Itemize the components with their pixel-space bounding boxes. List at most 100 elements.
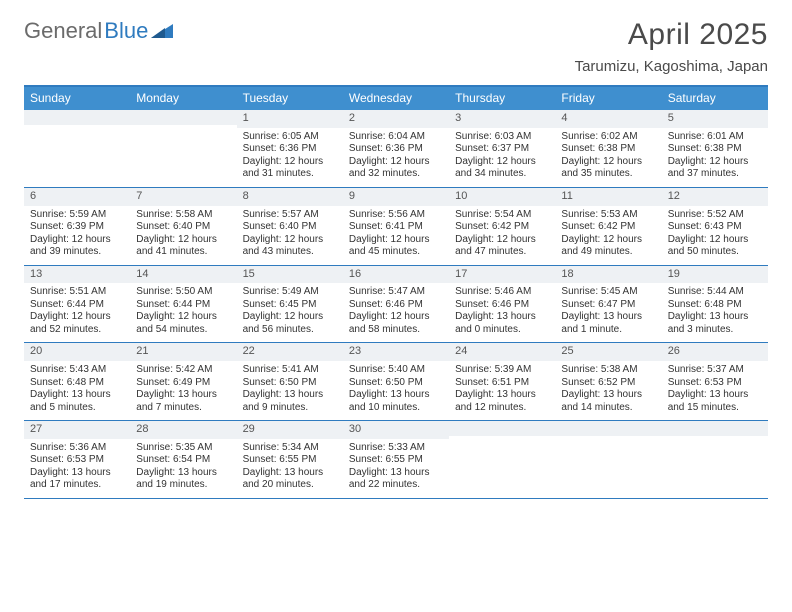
day-body: Sunrise: 6:01 AMSunset: 6:38 PMDaylight:… [662,128,768,187]
day-body: Sunrise: 5:49 AMSunset: 6:45 PMDaylight:… [237,283,343,342]
day-number [24,110,130,125]
daylight-text: Daylight: 12 hours and 45 minutes. [349,234,443,259]
day-body [24,125,130,181]
day-cell: 10Sunrise: 5:54 AMSunset: 6:42 PMDayligh… [449,188,555,265]
daylight-text: Daylight: 12 hours and 54 minutes. [136,311,230,336]
day-body: Sunrise: 5:51 AMSunset: 6:44 PMDaylight:… [24,283,130,342]
daylight-text: Daylight: 12 hours and 52 minutes. [30,311,124,336]
sunset-text: Sunset: 6:40 PM [136,221,230,234]
sunset-text: Sunset: 6:38 PM [668,143,762,156]
week-row: 1 Sunrise: 6:05 AMSunset: 6:36 PM Daylight… [24,110,768,188]
day-cell: 15Sunrise: 5:49 AMSunset: 6:45 PMDayligh… [237,266,343,343]
day-number: 14 [130,266,236,284]
day-number [130,110,236,125]
sunrise-text: Sunrise: 5:41 AM [243,364,337,377]
sunset-text: Sunset: 6:55 PM [243,454,337,467]
day-body: Sunrise: 5:41 AMSunset: 6:50 PMDaylight:… [237,361,343,420]
day-number: 12 [662,188,768,206]
sunset-text: Sunset: 6:43 PM [668,221,762,234]
day-body: Sunrise: 5:38 AMSunset: 6:52 PMDaylight:… [555,361,661,420]
day-number: 21 [130,343,236,361]
sunrise-text: Sunrise: 5:47 AM [349,286,443,299]
day-cell [662,421,768,498]
sunrise-text: Sunrise: 6:03 AM [455,131,549,144]
sunrise-text: Sunrise: 5:45 AM [561,286,655,299]
day-number: 15 [237,266,343,284]
day-body: Sunrise: 6:02 AMSunset: 6:38 PMDaylight:… [555,128,661,187]
day-cell: 8Sunrise: 5:57 AMSunset: 6:40 PMDaylight… [237,188,343,265]
dow-thu: Thursday [449,87,555,110]
day-cell: 3Sunrise: 6:03 AMSunset: 6:37 PMDaylight… [449,110,555,187]
daylight-text: Daylight: 13 hours and 3 minutes. [668,311,762,336]
daylight-text: Daylight: 12 hours and 37 minutes. [668,156,762,181]
day-number [662,421,768,436]
daylight-text: Daylight: 12 hours and 35 minutes. [561,156,655,181]
sunrise-text: Sunrise: 5:51 AM [30,286,124,299]
day-number: 13 [24,266,130,284]
sunrise-text: Sunrise: 5:35 AM [136,442,230,455]
daylight-text: Daylight: 13 hours and 10 minutes. [349,389,443,414]
day-cell: 2Sunrise: 6:04 AMSunset: 6:36 PMDaylight… [343,110,449,187]
title-block: April 2025 Tarumizu, Kagoshima, Japan [575,18,768,75]
sunset-text: Sunset: 6:46 PM [455,299,549,312]
day-number: 23 [343,343,449,361]
daylight-text: Daylight: 13 hours and 22 minutes. [349,467,443,492]
sunrise-text: Sunrise: 5:38 AM [561,364,655,377]
day-number: 11 [555,188,661,206]
day-cell: 25Sunrise: 5:38 AMSunset: 6:52 PMDayligh… [555,343,661,420]
sunset-text: Sunset: 6:45 PM [243,299,337,312]
day-number: 29 [237,421,343,439]
day-number: 5 [662,110,768,128]
day-cell: 24Sunrise: 5:39 AMSunset: 6:51 PMDayligh… [449,343,555,420]
sunrise-text: Sunrise: 5:39 AM [455,364,549,377]
daylight-text: Daylight: 13 hours and 17 minutes. [30,467,124,492]
sunrise-text: Sunrise: 5:46 AM [455,286,549,299]
sunset-text: Sunset: 6:36 PM [243,143,337,156]
sunset-text: Sunset: 6:38 PM [561,143,655,156]
day-cell: 22Sunrise: 5:41 AMSunset: 6:50 PMDayligh… [237,343,343,420]
week-row: 20Sunrise: 5:43 AMSunset: 6:48 PMDayligh… [24,343,768,421]
day-number: 16 [343,266,449,284]
sunset-text: Sunset: 6:51 PM [455,377,549,390]
day-number: 25 [555,343,661,361]
day-body: Sunrise: 5:43 AMSunset: 6:48 PMDaylight:… [24,361,130,420]
day-number: 20 [24,343,130,361]
daylight-text: Daylight: 12 hours and 32 minutes. [349,156,443,181]
daylight-text: Daylight: 13 hours and 0 minutes. [455,311,549,336]
day-cell: 1Sunrise: 6:05 AMSunset: 6:36 PMDaylight… [237,110,343,187]
sunset-text: Sunset: 6:37 PM [455,143,549,156]
day-cell: 30Sunrise: 5:33 AMSunset: 6:55 PMDayligh… [343,421,449,498]
day-number: 1 [237,110,343,128]
day-body: Sunrise: 5:37 AMSunset: 6:53 PMDaylight:… [662,361,768,420]
day-cell: 9Sunrise: 5:56 AMSunset: 6:41 PMDaylight… [343,188,449,265]
day-cell: 6Sunrise: 5:59 AMSunset: 6:39 PMDaylight… [24,188,130,265]
sunrise-text: Sunrise: 5:52 AM [668,209,762,222]
sunset-text: Sunset: 6:54 PM [136,454,230,467]
sunset-text: Sunset: 6:48 PM [30,377,124,390]
day-body: Sunrise: 5:36 AMSunset: 6:53 PMDaylight:… [24,439,130,498]
sunrise-text: Sunrise: 5:54 AM [455,209,549,222]
sunrise-text: Sunrise: 5:57 AM [243,209,337,222]
day-body [555,436,661,492]
sunrise-text: Sunrise: 6:04 AM [349,131,443,144]
sunset-text: Sunset: 6:44 PM [30,299,124,312]
day-body: Sunrise: 5:58 AMSunset: 6:40 PMDaylight:… [130,206,236,265]
sunset-text: Sunset: 6:52 PM [561,377,655,390]
day-body: Sunrise: 5:59 AMSunset: 6:39 PMDaylight:… [24,206,130,265]
sunrise-text: Sunrise: 5:58 AM [136,209,230,222]
day-body: Sunrise: 5:40 AMSunset: 6:50 PMDaylight:… [343,361,449,420]
calendar-grid: Sunday Monday Tuesday Wednesday Thursday… [24,85,768,499]
brand-name-1: General [24,18,102,44]
sunset-text: Sunset: 6:53 PM [30,454,124,467]
day-body: Sunrise: 5:35 AMSunset: 6:54 PMDaylight:… [130,439,236,498]
sunrise-text: Sunrise: 5:53 AM [561,209,655,222]
sunset-text: Sunset: 6:42 PM [561,221,655,234]
sunrise-text: Sunrise: 6:05 AM [243,131,337,144]
week-row: 6Sunrise: 5:59 AMSunset: 6:39 PMDaylight… [24,188,768,266]
week-row: 27Sunrise: 5:36 AMSunset: 6:53 PMDayligh… [24,421,768,499]
day-number: 3 [449,110,555,128]
day-number: 26 [662,343,768,361]
month-title: April 2025 [575,18,768,52]
day-cell: 12Sunrise: 5:52 AMSunset: 6:43 PMDayligh… [662,188,768,265]
day-body [130,125,236,181]
